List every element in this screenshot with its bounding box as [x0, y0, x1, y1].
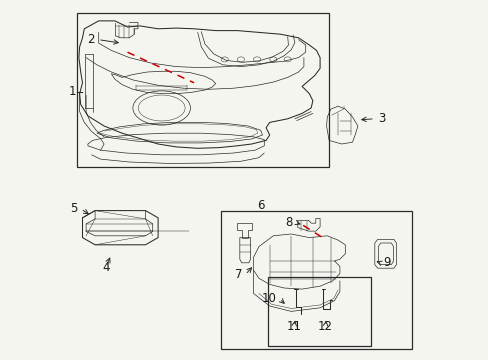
Text: 8: 8 [285, 216, 292, 229]
Text: 7: 7 [234, 268, 242, 281]
Text: 3: 3 [377, 112, 384, 125]
Text: 2: 2 [87, 33, 95, 46]
Text: 11: 11 [286, 320, 301, 333]
Text: 5: 5 [70, 202, 78, 215]
Text: 4: 4 [102, 261, 109, 274]
Text: 10: 10 [261, 292, 276, 305]
Text: 6: 6 [256, 199, 264, 212]
Text: 12: 12 [317, 320, 332, 333]
Text: 9: 9 [382, 256, 390, 269]
Text: 1: 1 [68, 85, 76, 98]
